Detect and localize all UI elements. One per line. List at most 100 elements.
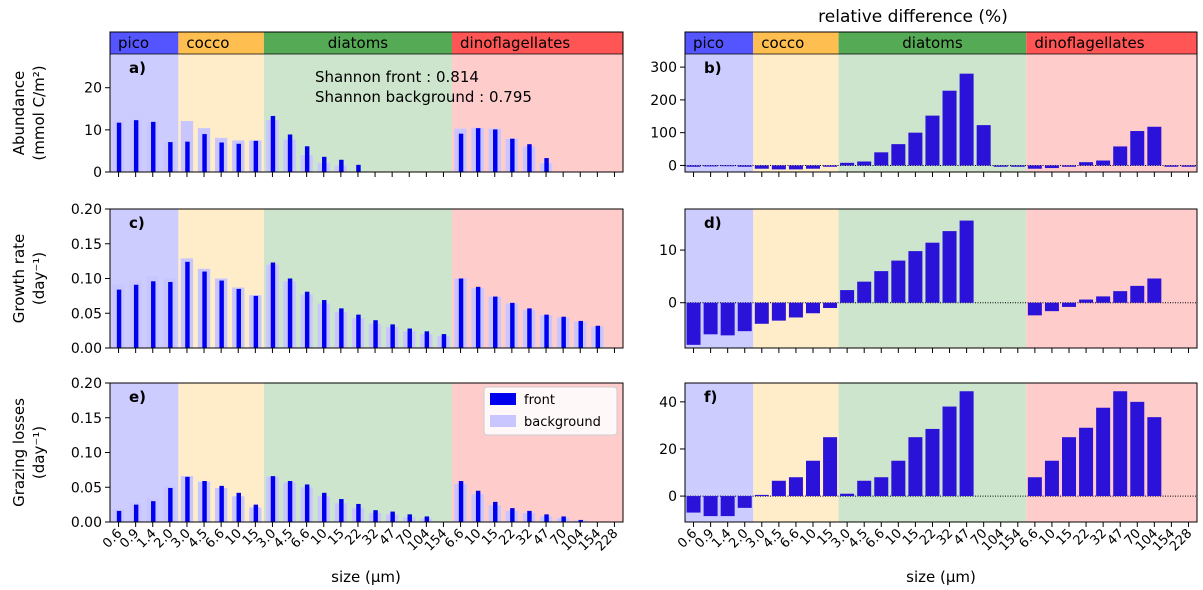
bar-front <box>424 516 430 522</box>
group-band-pico <box>685 32 754 54</box>
y-tick-label: 20 <box>659 442 677 458</box>
bar-front <box>270 262 276 348</box>
bar-relative-difference <box>754 494 769 497</box>
legend-box <box>483 386 618 436</box>
panel-label: c) <box>129 214 145 232</box>
bar-relative-difference <box>1130 401 1145 497</box>
bar-front <box>458 133 464 172</box>
group-label-dinoflagellates: dinoflagellates <box>460 34 570 52</box>
panel-f: 020400.60.91.42.03.04.56.610153.04.56.61… <box>659 382 1198 554</box>
bar-front <box>322 300 327 348</box>
bar-relative-difference <box>874 477 889 497</box>
bar-relative-difference <box>771 165 786 170</box>
bar-relative-difference <box>925 242 940 303</box>
y-tick-label: 0.05 <box>71 306 102 322</box>
panel-c: 0.00 0.05 0.10 0.15 0.20 c) Growth rate (day⁻¹) <box>10 202 624 357</box>
bar-relative-difference <box>1113 146 1128 166</box>
bar-relative-difference <box>908 132 923 166</box>
bar-front <box>544 514 549 522</box>
bar-front <box>202 271 207 348</box>
bar-front <box>595 325 601 348</box>
bar-front <box>116 510 122 522</box>
bar-relative-difference <box>942 406 957 497</box>
bar-front <box>407 328 412 348</box>
bar-relative-difference <box>806 302 820 314</box>
annotation-shannon-front: Shannon front : 0.814 <box>315 68 479 86</box>
bar-relative-difference <box>788 477 803 497</box>
y-tick-label: 0 <box>668 158 677 174</box>
bar-relative-difference <box>1096 160 1111 166</box>
group-region-dinoflagellates <box>1026 32 1197 172</box>
bar-front <box>493 296 498 348</box>
bar-front <box>236 492 241 522</box>
bar-relative-difference <box>771 302 786 321</box>
bar-relative-difference <box>1079 162 1094 166</box>
y-tick-label: 0.15 <box>71 411 102 427</box>
bar-front <box>202 134 207 172</box>
y-tick-label: 0 <box>668 489 677 505</box>
axes-frame <box>684 208 1198 349</box>
bar-relative-difference <box>703 165 718 167</box>
bar-relative-difference <box>959 220 974 303</box>
bar-relative-difference <box>703 302 718 335</box>
bar-front <box>561 516 566 522</box>
bar-relative-difference <box>1147 278 1162 303</box>
y-tick-label: 0 <box>93 165 102 181</box>
bar-relative-difference <box>891 144 906 166</box>
bar-relative-difference <box>686 165 701 167</box>
bar-front <box>493 129 498 172</box>
legend: front background <box>483 386 618 436</box>
bar-front <box>168 142 173 172</box>
bar-relative-difference <box>1044 165 1059 169</box>
bar-relative-difference <box>771 480 786 497</box>
bar-relative-difference <box>1044 302 1059 312</box>
y-tick-label: 300 <box>650 60 677 76</box>
legend-label-front: front <box>524 393 555 408</box>
bar-front <box>339 499 344 522</box>
bar-front <box>373 320 378 348</box>
bar-relative-difference <box>686 302 701 345</box>
bar-front <box>322 492 327 522</box>
bar-front <box>133 120 139 172</box>
bar-relative-difference <box>754 165 769 169</box>
bar-front <box>270 115 276 172</box>
bar-front <box>133 504 139 522</box>
bar-front <box>510 138 515 172</box>
bar-front <box>185 261 190 348</box>
bar-front <box>339 159 344 172</box>
bar-front <box>151 281 156 348</box>
y-tick-label: 0 <box>668 296 677 312</box>
bar-relative-difference <box>993 165 1008 167</box>
bar-front <box>578 320 583 348</box>
y-axis-label-line1: Grazing losses <box>10 398 28 507</box>
bar-front <box>339 308 344 348</box>
bar-relative-difference <box>959 391 974 497</box>
bar-front <box>475 128 481 172</box>
bar-relative-difference <box>823 437 838 497</box>
bar-relative-difference <box>720 496 735 517</box>
bar-relative-difference <box>1079 299 1094 303</box>
bar-front <box>236 143 241 172</box>
bar-front <box>168 281 173 348</box>
y-tick-label: 0.05 <box>71 480 102 496</box>
bar-relative-difference <box>1113 391 1128 497</box>
bar-relative-difference <box>737 165 752 167</box>
axes-frame <box>109 31 624 173</box>
bar-front <box>578 519 583 522</box>
bar-relative-difference <box>720 165 735 167</box>
group-label-cocco: cocco <box>186 34 229 52</box>
group-band-diatoms <box>838 32 1027 54</box>
group-label-cocco: cocco <box>761 34 804 52</box>
group-region-pico <box>685 32 754 172</box>
bar-relative-difference <box>1062 437 1076 497</box>
bar-front <box>202 480 207 522</box>
group-label-pico: pico <box>693 34 724 52</box>
legend-label-background: background <box>524 415 601 430</box>
group-band-dinoflagellates <box>452 32 623 54</box>
bar-front <box>475 286 481 348</box>
bar-front <box>270 476 276 522</box>
bar-front <box>510 302 515 348</box>
bar-relative-difference <box>857 480 872 497</box>
bar-relative-difference <box>1113 291 1128 303</box>
bar-front <box>510 508 515 522</box>
